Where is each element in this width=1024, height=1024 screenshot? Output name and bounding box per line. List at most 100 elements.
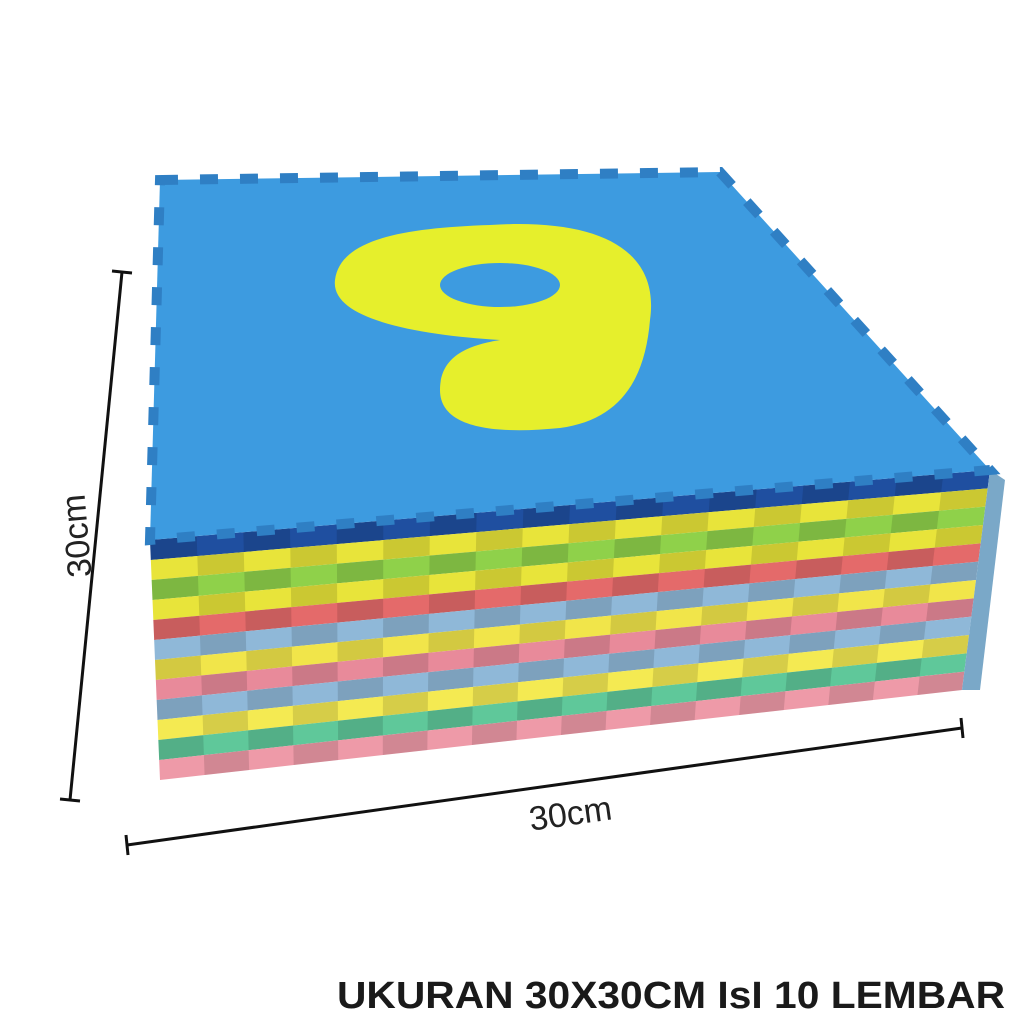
mat-tooth-shade — [247, 686, 293, 711]
mat-tooth-shade — [890, 510, 940, 534]
mat-tooth-shade — [292, 661, 338, 687]
mat-tooth-shade — [750, 541, 799, 565]
mat-tooth-shade — [613, 535, 662, 559]
mat-tooth-shade — [158, 735, 204, 760]
mat-tooth-shade — [197, 552, 245, 576]
mat-tooth-shade — [791, 593, 840, 617]
mat-tooth-shade — [842, 533, 891, 557]
mat-tooth-shade — [608, 649, 655, 673]
mat-tooth-shade — [698, 639, 746, 664]
mat-tooth-shade — [656, 587, 704, 612]
mat-tooth-shade — [150, 536, 198, 560]
mat-tooth-shade — [475, 528, 523, 552]
mat-layer — [153, 543, 981, 640]
mat-tooth-shade — [652, 663, 699, 688]
mat-tooth-shade — [293, 740, 339, 765]
mat-layer — [152, 525, 983, 620]
dimension-cap — [111, 269, 133, 275]
mat-tooth-shade — [795, 556, 843, 580]
mat-tooth-shade — [291, 622, 338, 647]
mat-tooth-shade — [337, 715, 383, 741]
mat-tooth-shade — [203, 750, 250, 775]
mat-tooth-shade — [429, 551, 476, 575]
mat-top-teeth — [144, 166, 1001, 546]
mat-tooth-shade — [155, 655, 202, 680]
mat-tooth-shade — [246, 646, 293, 671]
mat-tooth-shade — [382, 691, 428, 716]
mat-tooth-shade — [567, 558, 614, 582]
digit-hole — [440, 263, 560, 307]
mat-tooth-shade — [701, 602, 748, 626]
mat-tooth-shade — [383, 613, 429, 638]
mat-tooth-shade — [383, 575, 430, 599]
mat-tooth-shade — [846, 496, 895, 519]
mat-tooth-shade — [198, 591, 246, 616]
mat-tooth-shade — [926, 598, 974, 622]
mat-tooth-shade — [874, 658, 922, 682]
mat-tooth-shade — [519, 620, 566, 644]
mat-tooth-shade — [427, 706, 473, 731]
mat-tooth-shade — [606, 687, 653, 711]
mat-tooth-shade — [917, 671, 965, 695]
dimension-cap — [959, 717, 965, 739]
mat-tooth-shade — [828, 681, 875, 705]
mat-tooth-shade — [831, 644, 879, 668]
mat-tooth-shade — [151, 575, 199, 600]
mat-tooth-shade — [839, 570, 887, 594]
mat-tooth-shade — [565, 596, 613, 620]
mat-tooth-shade — [612, 573, 659, 597]
mat-tooth-shade — [745, 616, 792, 640]
digit-shape — [334, 224, 652, 431]
mat-tooth-shade — [290, 583, 338, 608]
mat-tooth-shade — [428, 667, 474, 692]
mat-tooth-shade — [934, 525, 983, 548]
mat-tooth-shade — [471, 720, 518, 745]
mat-tooth-shade — [428, 628, 475, 653]
mat-layer — [156, 616, 972, 720]
mat-tooth-shade — [753, 504, 802, 528]
mat-tooth-shade — [798, 518, 847, 542]
mat-tooth-shade — [243, 528, 291, 553]
mat-tooth-shade — [199, 631, 247, 656]
mat-tooth-shade — [244, 567, 291, 592]
mat-tooth-shade — [703, 564, 751, 588]
mat-tooth-shade — [428, 590, 476, 614]
mat-tooth-shade — [921, 635, 969, 659]
mat-tooth-shade — [290, 544, 337, 568]
mat-tooth-shade — [517, 696, 563, 721]
mat-tooth-shade — [475, 566, 522, 591]
mat-tooth-shade — [201, 670, 248, 696]
mat-tooth-shade — [886, 547, 935, 571]
mat-tooth-shade — [474, 605, 521, 629]
mat-layer — [157, 635, 969, 740]
mat-tooth-shade — [248, 725, 294, 751]
mat-tooth-shade — [383, 536, 430, 560]
mat-tooth-shade — [382, 652, 429, 677]
mat-tooth-shade — [521, 543, 569, 567]
mat-tooth-shade — [835, 607, 883, 631]
mat-layer — [158, 653, 967, 760]
mat-tooth-shade — [382, 730, 428, 755]
mat-side — [962, 470, 1005, 690]
mat-tooth-shade — [336, 559, 384, 584]
caption: UKURAN 30X30CM IsI 10 LEMBAR — [337, 975, 1005, 1017]
mat-tooth-shade — [882, 584, 931, 608]
mat-tooth-shade — [610, 611, 657, 635]
mat-layer — [155, 598, 974, 700]
mat-tooth-shade — [878, 621, 927, 645]
mat-tooth-shade — [801, 481, 850, 505]
mat-tooth-shade — [337, 637, 384, 662]
dimension-line — [68, 271, 124, 801]
mat-tooth-shade — [153, 615, 200, 640]
height-label: 30cm — [54, 493, 99, 579]
dimension-cap — [59, 797, 81, 803]
mat-tooth-shade — [202, 710, 249, 736]
mat-layer — [154, 561, 979, 660]
mat-tooth-shade — [658, 550, 707, 574]
mat-tooth-shade — [706, 527, 754, 550]
mat-layer — [151, 506, 986, 600]
mat-tooth-shade — [650, 701, 696, 725]
dimension-cap — [124, 834, 130, 856]
mat-tooth-shade — [562, 672, 609, 697]
